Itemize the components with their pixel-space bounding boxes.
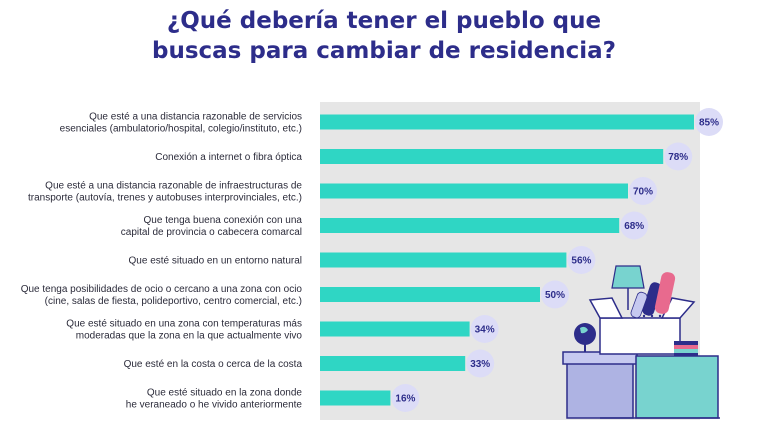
category-label: Conexión a internet o fibra óptica	[155, 152, 302, 163]
chart-title-line-2: buscas para cambiar de residencia?	[152, 38, 616, 64]
value-label: 50%	[545, 290, 565, 301]
illustration	[562, 265, 720, 419]
value-badge	[620, 211, 649, 240]
category-label: Que esté situado en una zona con tempera…	[66, 319, 302, 342]
bar	[320, 252, 567, 268]
value-badge	[470, 315, 499, 343]
category-label-line: capital de provincia o cabecera comarcal	[121, 227, 302, 238]
globe-icon	[574, 323, 596, 352]
category-label-line: (cine, salas de fiesta, polideportivo, c…	[45, 296, 302, 307]
value-label: 85%	[699, 118, 719, 129]
category-label: Que esté a una distancia razonable de in…	[28, 181, 302, 204]
category-label: Que esté en la costa o cerca de la costa	[124, 359, 303, 370]
bar	[320, 287, 540, 302]
category-label-line: Que esté situado en la zona donde	[147, 388, 303, 399]
storage-box-icon	[562, 351, 638, 419]
value-label: 78%	[668, 152, 688, 163]
category-label-line: Conexión a internet o fibra óptica	[155, 152, 302, 163]
bar	[320, 321, 470, 337]
category-label-line: transporte (autovía, trenes y autobuses …	[28, 193, 302, 204]
value-label: 16%	[395, 394, 415, 405]
value-badge	[629, 177, 657, 205]
lamp-icon	[611, 265, 645, 310]
bar	[320, 183, 628, 199]
value-label: 33%	[470, 359, 490, 370]
category-label-line: esenciales (ambulatorio/hospital, colegi…	[60, 124, 302, 135]
category-label: Que esté situado en la zona donde he vera…	[126, 388, 303, 411]
value-label: 34%	[475, 325, 495, 336]
teal-box-icon	[635, 355, 719, 419]
category-label-line: Que esté a una distancia razonable de se…	[89, 112, 302, 123]
category-label: Que tenga buena conexión con una capital …	[121, 215, 303, 238]
value-badge	[664, 142, 693, 171]
value-badge	[391, 384, 420, 412]
value-label: 68%	[624, 221, 644, 232]
category-label-line: Que esté situado en un entorno natural	[129, 256, 302, 267]
category-label: Que esté a una distancia razonable de se…	[60, 112, 302, 135]
category-label: Que tenga posibilidades de ocio o cercan…	[21, 284, 303, 307]
value-label: 56%	[571, 256, 591, 267]
bar	[320, 149, 664, 164]
category-labels-group: Que esté a una distancia razonable de se…	[21, 112, 303, 411]
value-badge	[695, 108, 723, 136]
category-label-line: moderadas que la zona en la que actualme…	[76, 331, 303, 342]
value-label: 70%	[633, 187, 653, 198]
value-badge	[541, 280, 569, 309]
bar	[320, 356, 466, 371]
bars-group: 85% 78% 70% 68% 56% 50% 34% 33% 16%	[320, 108, 723, 412]
books-icon	[674, 341, 698, 356]
category-label-line: Que esté situado en una zona con tempera…	[66, 319, 302, 330]
value-badge	[567, 246, 596, 274]
category-label-line: he veraneado o he vivido anteriormente	[126, 400, 303, 411]
bar	[320, 114, 694, 130]
chart-title: ¿Qué debería tener el pueblo que buscas …	[0, 6, 768, 66]
category-label-line: Que esté en la costa o cerca de la costa	[124, 359, 303, 370]
category-label-line: Que tenga buena conexión con una	[144, 215, 303, 226]
category-label-line: Que esté a una distancia razonable de in…	[45, 181, 302, 192]
category-label-line: Que tenga posibilidades de ocio o cercan…	[21, 284, 303, 295]
value-badge	[466, 349, 495, 378]
bar	[320, 218, 620, 233]
bar	[320, 390, 391, 406]
rolled-poster-icon	[630, 272, 676, 319]
chart-title-line-1: ¿Qué debería tener el pueblo que	[166, 8, 602, 34]
category-label: Que esté situado en un entorno natural	[129, 256, 302, 267]
